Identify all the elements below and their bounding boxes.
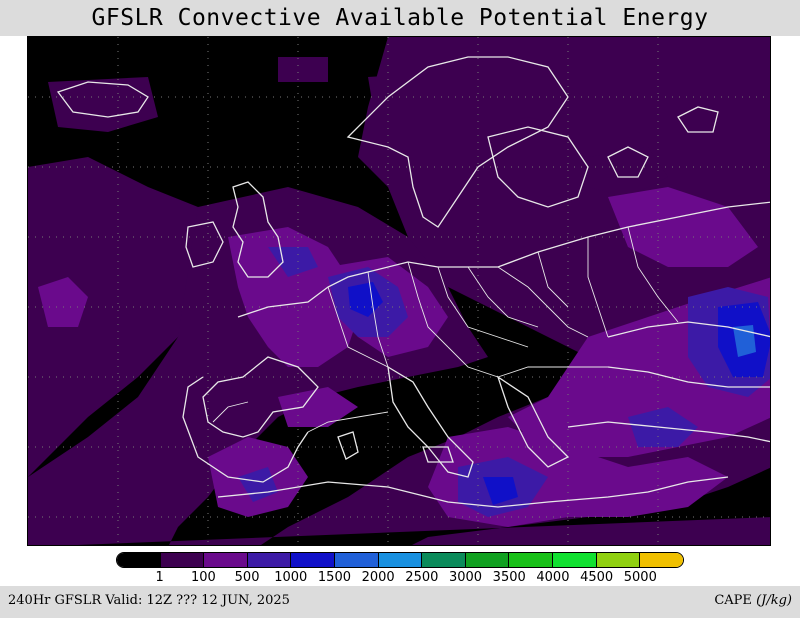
legend-tick-label: 500 bbox=[234, 570, 260, 585]
legend-swatch bbox=[596, 553, 641, 567]
legend-tick-label: 3500 bbox=[492, 570, 526, 585]
legend-tick-label: 2000 bbox=[361, 570, 395, 585]
legend-tick-label: 4000 bbox=[536, 570, 570, 585]
coastlines bbox=[56, 56, 770, 508]
map-canvas bbox=[28, 37, 770, 545]
legend-tick-label: 3000 bbox=[448, 570, 483, 585]
legend-swatch bbox=[204, 553, 248, 567]
map-title: GFSLR Convective Available Potential Ene… bbox=[91, 5, 709, 31]
valid-time-text: 240Hr GFSLR Valid: 12Z ??? 12 JUN, 2025 bbox=[8, 593, 290, 608]
legend-tick-label: 2500 bbox=[405, 570, 439, 585]
legend-tick-label: 1000 bbox=[274, 570, 308, 585]
legend-tick-label: 5000 bbox=[623, 570, 657, 585]
legend-swatch bbox=[553, 553, 597, 567]
legend-swatch bbox=[640, 553, 683, 567]
legend-swatch bbox=[291, 553, 336, 567]
title-bar: GFSLR Convective Available Potential Ene… bbox=[0, 0, 800, 36]
variable-units: CAPE (J/kg) bbox=[714, 593, 792, 608]
legend-swatch bbox=[465, 553, 510, 567]
legend-tick-label: 4500 bbox=[580, 570, 614, 585]
legend-tick-label: 100 bbox=[190, 570, 216, 585]
variable-name: CAPE bbox=[714, 593, 752, 608]
legend-swatch bbox=[422, 553, 466, 567]
legend-swatch bbox=[160, 553, 205, 567]
graticule bbox=[28, 37, 770, 545]
legend-swatch bbox=[509, 553, 554, 567]
legend-swatch bbox=[378, 553, 423, 567]
legend-swatch bbox=[335, 553, 379, 567]
footer-bar: 240Hr GFSLR Valid: 12Z ??? 12 JUN, 2025 … bbox=[0, 586, 800, 618]
legend-swatch bbox=[247, 553, 292, 567]
variable-unit: (J/kg) bbox=[756, 593, 792, 608]
legend-colorbar bbox=[116, 552, 684, 568]
cape-map bbox=[27, 36, 771, 546]
legend-tick-label: 1 bbox=[155, 570, 164, 585]
legend-swatch bbox=[117, 553, 161, 567]
legend-tick-label: 1500 bbox=[317, 570, 351, 585]
cape-peak-field bbox=[733, 325, 756, 357]
country-borders bbox=[212, 226, 679, 433]
